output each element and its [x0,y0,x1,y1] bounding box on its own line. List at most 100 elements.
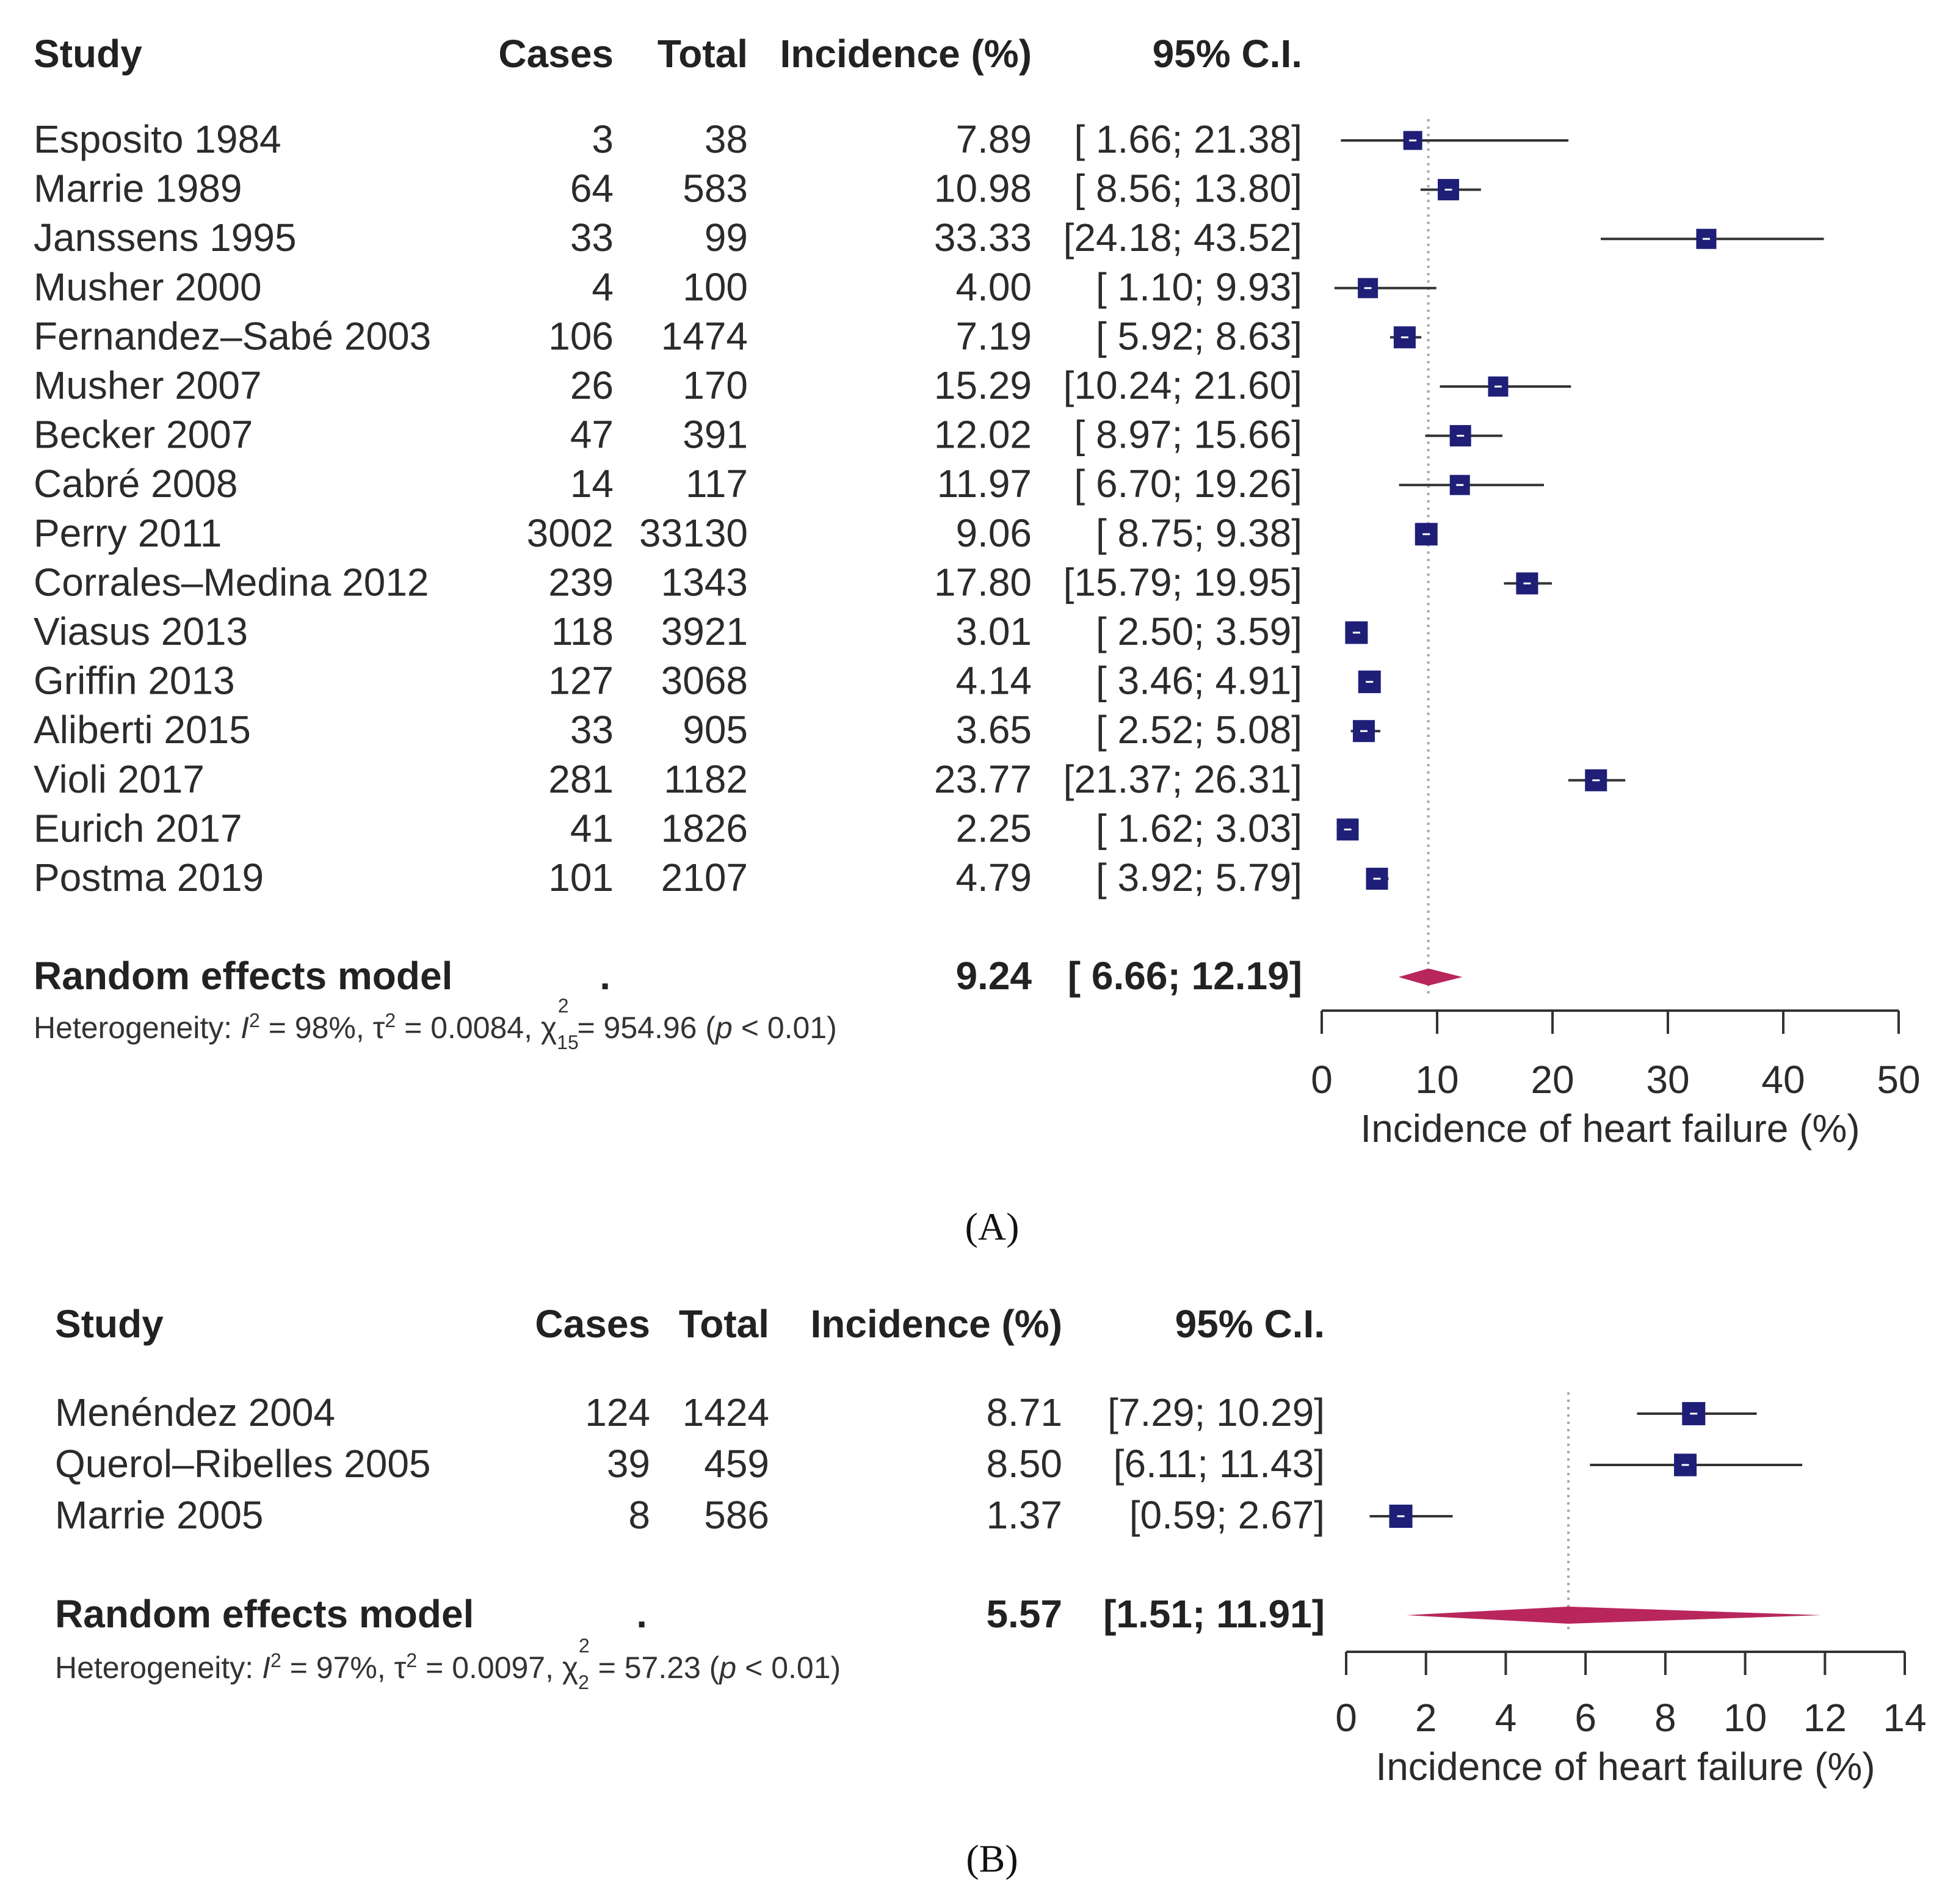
pooled-cases: . [600,954,610,998]
cases-value: 64 [570,167,614,211]
total-value: 170 [683,363,748,407]
total-value: 33130 [639,511,748,555]
ci-value: [21.37; 26.31] [1063,757,1302,801]
column-header-incidence: Incidence (%) [780,32,1032,76]
study-name: Postma 2019 [34,856,264,899]
column-header-cases: Cases [535,1302,650,1346]
column-header-study: Study [34,32,142,76]
panel-label: (B) [966,1837,1018,1880]
incidence-value: 15.29 [934,363,1032,407]
column-header-study: Study [55,1302,164,1346]
incidence-value: 9.06 [955,511,1032,555]
x-tick-label: 10 [1415,1058,1458,1102]
study-name: Janssens 1995 [34,216,297,260]
total-value: 1474 [661,314,748,358]
study-name: Perry 2011 [34,511,222,555]
column-header-total: Total [658,32,748,76]
study-name: Musher 2000 [34,265,262,309]
pooled-incidence: 9.24 [955,954,1032,998]
total-value: 117 [686,462,748,506]
incidence-value: 3.01 [955,609,1032,653]
total-value: 1343 [661,560,748,604]
study-name: Marrie 2005 [55,1493,264,1537]
x-tick-label: 50 [1877,1058,1920,1102]
total-value: 1424 [683,1390,769,1434]
study-name: Violi 2017 [34,757,205,801]
ci-value: [ 5.92; 8.63] [1096,314,1302,358]
incidence-value: 4.79 [955,856,1032,899]
pooled-label: Random effects model [34,954,452,998]
incidence-value: 10.98 [934,167,1032,211]
ci-value: [15.79; 19.95] [1063,560,1302,604]
total-value: 391 [683,413,748,457]
pooled-diamond [1406,1607,1822,1624]
study-name: Griffin 2013 [34,659,235,703]
cases-value: 33 [570,216,614,260]
cases-value: 127 [548,659,614,703]
forest-panel-a: Study Cases Total Incidence (%) 95% C.I. Espo… [34,32,1921,1248]
pooled-ci: [1.51; 11.91] [1103,1592,1325,1636]
total-value: 3068 [661,659,748,703]
study-name: Menéndez 2004 [55,1390,335,1434]
x-tick-label: 8 [1654,1696,1676,1740]
study-name: Viasus 2013 [34,609,248,653]
study-name: Musher 2007 [34,363,262,407]
incidence-value: 8.50 [986,1442,1062,1486]
incidence-value: 8.71 [986,1390,1062,1434]
cases-value: 39 [607,1442,650,1486]
total-value: 1182 [664,757,748,801]
incidence-value: 2.25 [955,806,1032,850]
pooled-cases: . [636,1592,647,1636]
cases-value: 281 [548,757,614,801]
column-header-total: Total [679,1302,769,1346]
study-name: Aliberti 2015 [34,708,251,752]
incidence-value: 33.33 [934,216,1032,260]
cases-value: 106 [548,314,614,358]
x-axis-label: Incidence of heart failure (%) [1360,1106,1860,1150]
x-tick-label: 2 [1415,1696,1437,1740]
x-tick-label: 40 [1761,1058,1805,1102]
x-tick-label: 14 [1883,1696,1926,1740]
cases-value: 41 [570,806,614,850]
x-tick-label: 0 [1335,1696,1357,1740]
column-header-ci: 95% C.I. [1153,32,1302,76]
ci-value: [0.59; 2.67] [1129,1493,1325,1537]
total-value: 905 [683,708,748,752]
cases-value: 4 [592,265,614,309]
incidence-value: 12.02 [934,413,1032,457]
study-name: Corrales–Medina 2012 [34,560,429,604]
column-header-ci: 95% C.I. [1175,1302,1325,1346]
ci-value: [ 3.92; 5.79] [1096,856,1302,899]
study-name: Marrie 1989 [34,167,242,211]
x-tick-label: 10 [1723,1696,1767,1740]
forest-panel-b: Study Cases Total Incidence (%) 95% C.I. Mené… [55,1302,1927,1880]
cases-value: 101 [548,856,614,899]
x-tick-label: 30 [1646,1058,1689,1102]
total-value: 100 [683,265,748,309]
ci-value: [ 2.52; 5.08] [1096,708,1302,752]
incidence-value: 4.00 [955,265,1032,309]
cases-value: 14 [570,462,614,506]
heterogeneity-stats: Heterogeneity: I2 = 98%, τ2 = 0.0084, χ1… [34,995,837,1053]
study-name: Cabré 2008 [34,462,237,506]
cases-value: 33 [570,708,614,752]
x-axis-label: Incidence of heart failure (%) [1375,1745,1875,1789]
ci-value: [ 2.50; 3.59] [1096,609,1302,653]
cases-value: 239 [548,560,614,604]
study-name: Querol–Ribelles 2005 [55,1442,431,1486]
incidence-value: 3.65 [955,708,1032,752]
total-value: 3921 [661,609,748,653]
ci-value: [7.29; 10.29] [1107,1390,1325,1434]
ci-value: [ 8.97; 15.66] [1074,413,1302,457]
total-value: 38 [705,117,748,161]
ci-value: [ 1.62; 3.03] [1096,806,1302,850]
pooled-label: Random effects model [55,1592,474,1636]
pooled-incidence: 5.57 [986,1592,1062,1636]
x-tick-label: 4 [1495,1696,1517,1740]
study-name: Eurich 2017 [34,806,242,850]
incidence-value: 7.19 [955,314,1032,358]
incidence-value: 17.80 [934,560,1032,604]
total-value: 1826 [661,806,748,850]
ci-value: [ 3.46; 4.91] [1096,659,1302,703]
